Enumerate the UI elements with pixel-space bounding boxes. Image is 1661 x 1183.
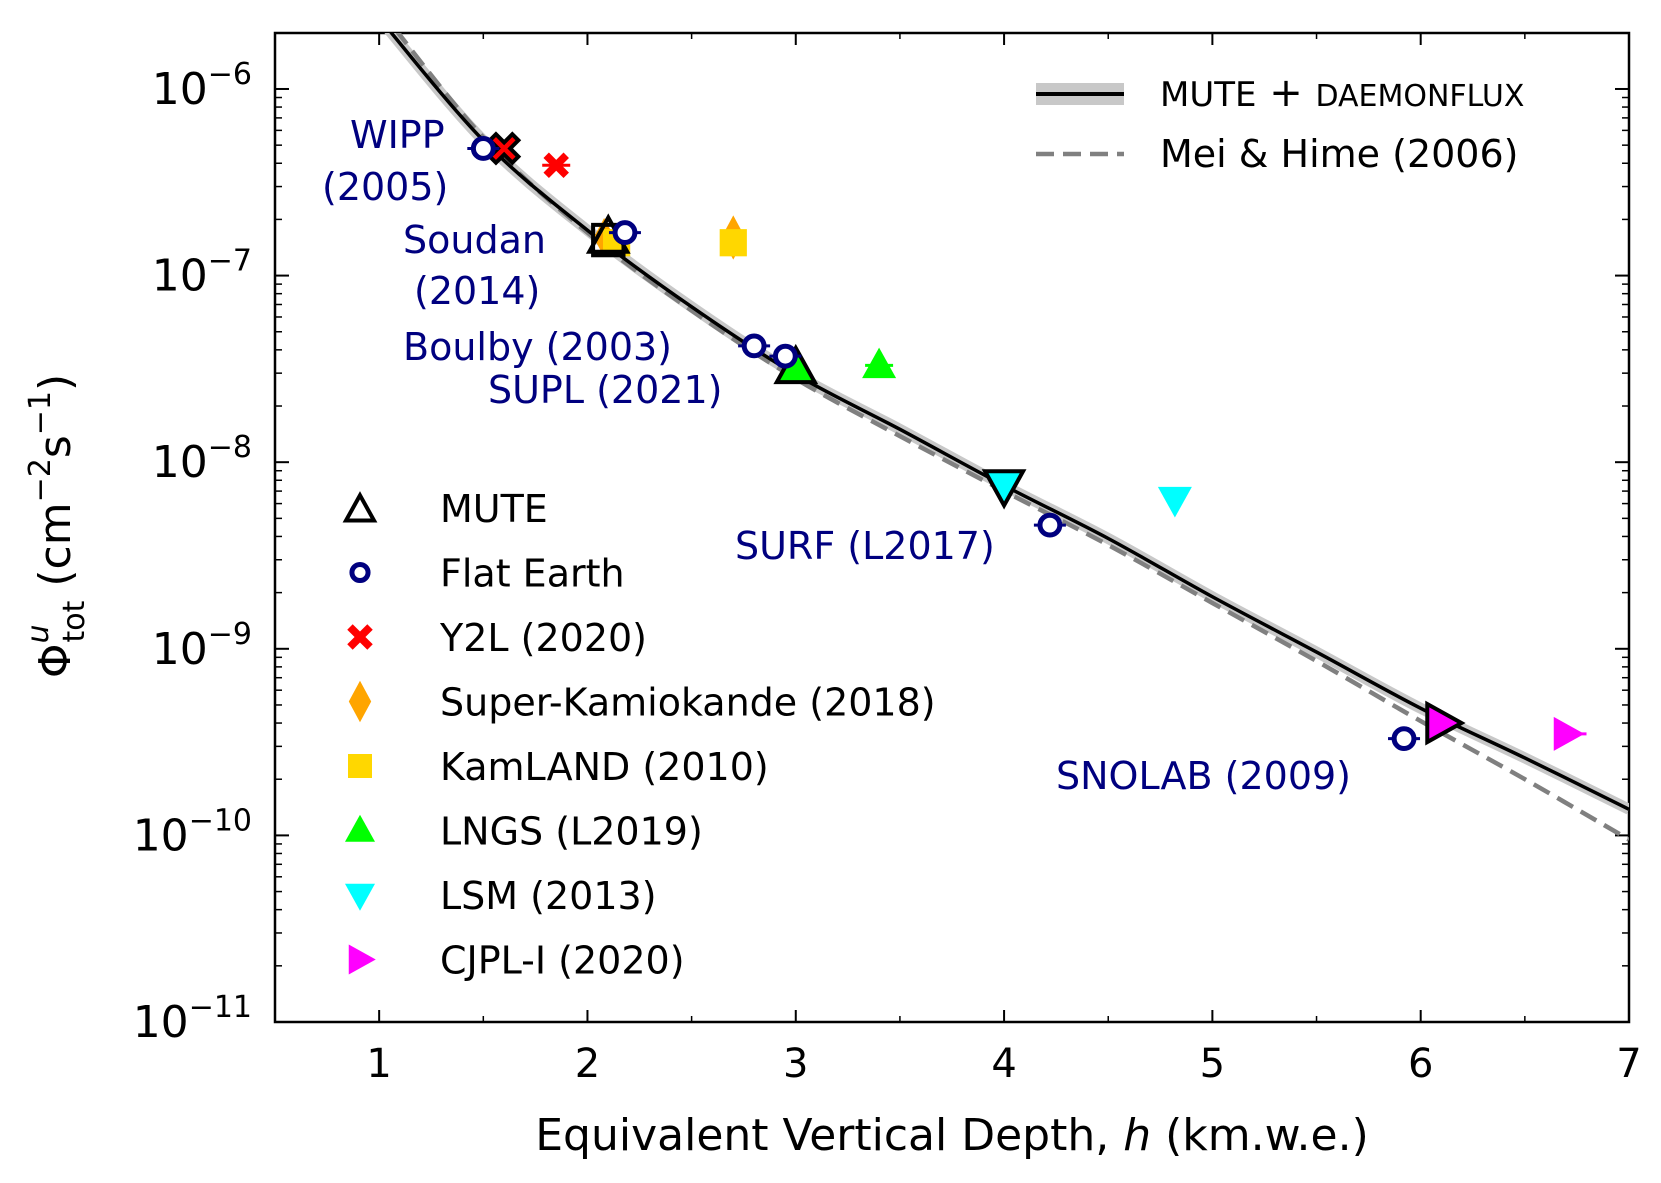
legend-label: CJPL-I (2020) — [440, 939, 685, 983]
flat-earth-marker — [612, 220, 638, 246]
flat-earth-marker — [772, 343, 798, 369]
legend-mute-icon — [342, 491, 378, 523]
y-tick-label: 10−10 — [133, 803, 252, 861]
x-tick-label: 5 — [1200, 1041, 1225, 1087]
flat-earth-marker — [1037, 512, 1063, 538]
x-tick-label: 3 — [783, 1041, 808, 1087]
site-label-surf: SURF (L2017) — [735, 524, 995, 568]
x-tick-label: 7 — [1616, 1041, 1641, 1087]
site-label-snolab: SNOLAB (2009) — [1056, 754, 1351, 798]
x-tick-label: 2 — [575, 1041, 600, 1087]
lngs-l2019-marker — [862, 347, 897, 379]
legend-icon — [348, 944, 376, 975]
site-label-wipp: (2005) — [322, 165, 448, 209]
mute-fill-marker — [1428, 706, 1460, 741]
site-label-wipp: WIPP — [350, 113, 445, 157]
legend-icon — [345, 814, 375, 842]
plot-frame — [273, 31, 1631, 1024]
y-tick-label: 10−9 — [152, 617, 252, 675]
x-tick-label: 4 — [991, 1041, 1016, 1087]
site-label-soudan: Soudan — [403, 218, 546, 262]
legend-label: KamLAND (2010) — [440, 745, 769, 789]
site-label-boulby: Boulby (2003) — [403, 325, 672, 369]
legend-mute-daemonflux: MUTE + DAEMONFLUX — [1160, 70, 1524, 116]
mute-fill-marker — [778, 350, 813, 381]
legend-label: Super-Kamiokande (2018) — [440, 681, 936, 725]
legend-icon — [348, 754, 372, 778]
legend-label: MUTE — [440, 487, 548, 531]
mute-fill-marker — [491, 135, 517, 162]
y-tick-label: 10−11 — [133, 990, 252, 1048]
mute-marker — [981, 469, 1027, 510]
y-tick-label: 10−7 — [152, 244, 252, 302]
y-tick-label: 10−8 — [152, 430, 252, 488]
legend-label: LSM (2013) — [440, 874, 657, 918]
x-axis-label: Equivalent Vertical Depth, h (km.w.e.) — [535, 1110, 1368, 1161]
site-labels: WIPP (2005) Soudan (2014) Boulby (2003)SUPL … — [322, 113, 1351, 798]
legends: MUTE + DAEMONFLUX Mei & Hime (2006) MUTE Fl… — [342, 70, 1524, 983]
y-tick-label: 10−6 — [152, 57, 252, 115]
legend-label: LNGS (L2019) — [440, 810, 703, 854]
flat-earth-marker — [741, 333, 767, 359]
legend-label: Y2L (2020) — [439, 616, 647, 660]
site-label-soudan: (2014) — [414, 269, 540, 313]
legend-icon — [345, 883, 375, 911]
lsm-2013-marker — [1157, 486, 1192, 518]
axes: 1 2 3 4 5 6 7 10−6 10−7 10−8 10−9 10−10 10−11 Equival… — [21, 31, 1642, 1161]
mute-fill-marker — [987, 472, 1022, 504]
mute-marker — [1425, 700, 1466, 746]
x-tick-label: 1 — [366, 1041, 391, 1087]
kamland-2010-marker — [719, 229, 747, 257]
y2l-marker — [543, 152, 569, 179]
mei-hime-curve — [395, 33, 1629, 842]
legend-flat-earth-icon — [349, 561, 371, 584]
flat-earth-marker — [470, 136, 496, 161]
data-markers — [467, 131, 1587, 752]
flat-earth-marker — [1391, 726, 1417, 752]
cjpl-i-2020-marker — [1553, 716, 1585, 751]
legend-label: Flat Earth — [440, 552, 625, 596]
y-axis-label: Φutot (cm−2s−1) — [21, 374, 92, 678]
legend-mei-hime: Mei & Hime (2006) — [1160, 132, 1518, 176]
legend-y2l-icon — [347, 624, 373, 650]
x-tick-label: 6 — [1408, 1041, 1433, 1087]
legend-icon — [348, 680, 372, 723]
site-label-supl: SUPL (2021) — [488, 368, 722, 412]
